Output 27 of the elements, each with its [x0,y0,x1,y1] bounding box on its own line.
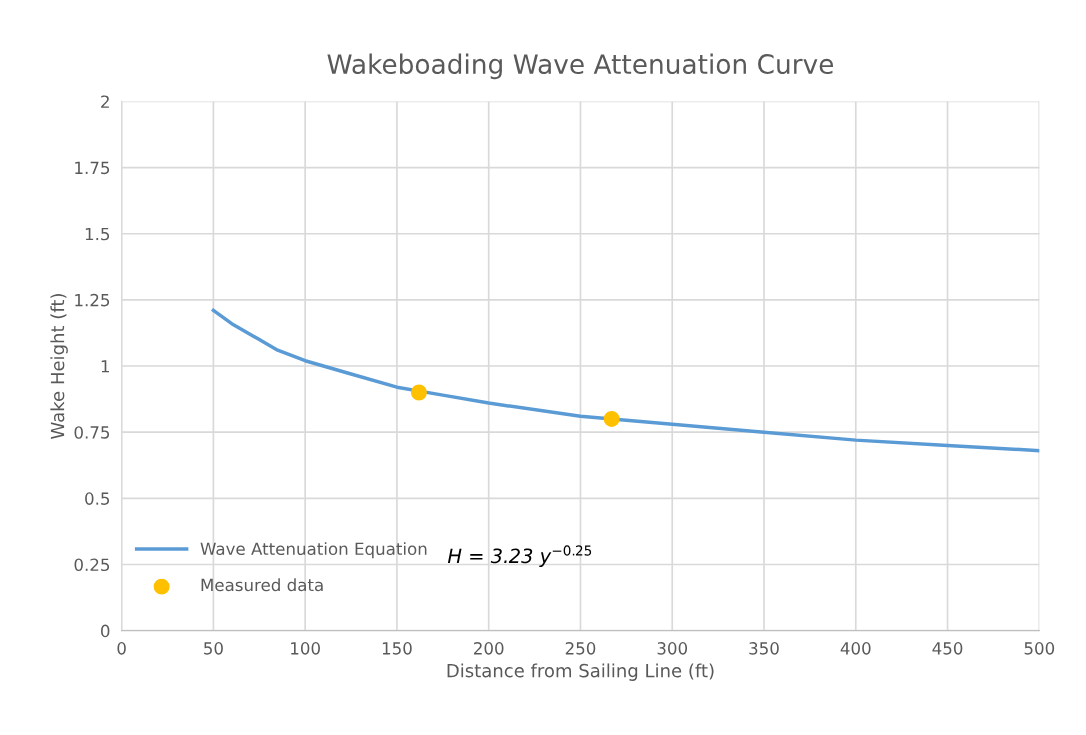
annotation: H = 3.23 y$^{−0.25}$ [447,545,592,567]
y-tick-label: 1.25 [75,293,110,307]
x-tick-label: 250 [565,642,596,655]
x-tick-label: 0 [117,642,126,655]
x-tick-label: 150 [382,642,412,655]
y-tick-label: 0.75 [74,426,110,439]
legend-label: Wave Attenuation Equation [200,542,427,559]
y-tick-label: 2 [101,95,109,108]
legend-label: Measured data [201,578,323,592]
x-tick-label: 200 [474,642,504,655]
x-tick-label: 450 [932,642,963,655]
x-tick-label: 100 [291,642,320,655]
x-axis-title: Distance from Sailing Line (ft) [447,663,714,681]
x-tick-label: 500 [1024,642,1055,655]
x-tick-label: 300 [657,642,688,655]
y-tick-label: 1.5 [85,227,110,241]
y-tick-label: 1.75 [75,161,110,175]
x-tick-label: 50 [204,642,223,655]
y-tick-label: 1 [101,360,109,373]
x-tick-label: 350 [749,642,779,655]
chart-title: Wakeboading Wave Attenuation Curve [327,53,834,80]
line-series [211,308,1040,453]
y-tick-label: 0.5 [85,492,110,505]
x-tick-label: 400 [840,642,871,655]
y-tick-label: 0 [101,624,110,638]
y-axis-title: Wake Height (ft) [50,294,68,439]
y-tick-label: 0.25 [74,558,110,572]
